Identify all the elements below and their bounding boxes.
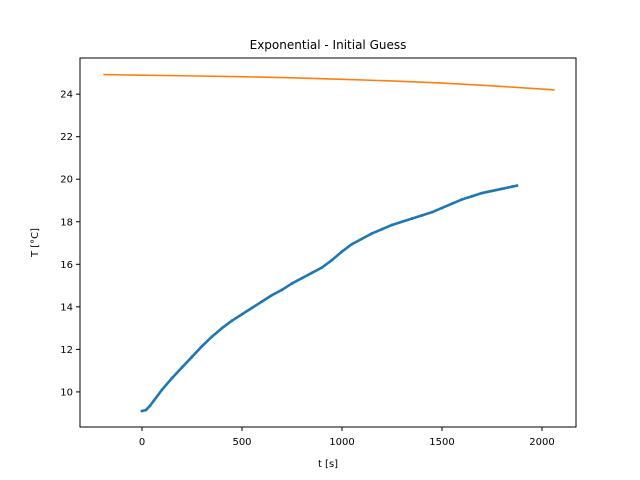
series-1-point	[480, 191, 484, 195]
x-tick-label: 1000	[329, 437, 354, 448]
series-1-point	[320, 266, 324, 269]
series-1-point	[260, 300, 264, 303]
series-1-point	[490, 189, 494, 193]
y-tick-label: 22	[60, 132, 73, 143]
plot-area	[103, 73, 555, 413]
series-1-point	[170, 376, 174, 380]
series-1-point	[230, 319, 234, 323]
series-1-point	[180, 366, 184, 369]
y-tick-label: 20	[60, 175, 73, 186]
series-1-point	[290, 282, 294, 285]
series-1-line	[140, 184, 519, 413]
series-1-point	[300, 276, 304, 280]
y-tick-label: 14	[60, 302, 73, 313]
series-1-point	[250, 306, 254, 310]
series-1-point	[515, 184, 519, 188]
series-1-point	[140, 409, 144, 413]
axis-ticks: 0 500 1000 1500 2000 10 12 14 16 18 20 22 24	[60, 90, 554, 448]
series-1-point	[330, 258, 334, 262]
series-1-point	[340, 250, 344, 253]
series-1-point	[210, 335, 214, 339]
series-1-point	[270, 293, 274, 297]
y-axis-label: T [°C]	[30, 228, 41, 258]
series-1-point	[380, 227, 384, 231]
series-1-point	[152, 399, 156, 402]
series-1-point	[510, 185, 514, 189]
series-1-point	[370, 232, 374, 235]
series-1-point	[148, 404, 152, 408]
series-1-point	[220, 326, 224, 330]
series-1-point	[430, 210, 434, 214]
y-tick-label: 16	[60, 260, 73, 271]
chart-title: Exponential - Initial Guess	[250, 38, 407, 52]
series-1-point	[410, 217, 414, 220]
series-1-point	[440, 206, 444, 210]
series-1-point	[200, 344, 204, 348]
series-1-point	[450, 202, 454, 206]
plot-frame	[79, 57, 577, 428]
series-1-point	[156, 393, 160, 397]
series-1-point	[190, 355, 194, 359]
x-tick-label: 500	[232, 437, 251, 448]
series-1-point	[144, 408, 148, 412]
series-1-point	[160, 388, 164, 392]
x-tick-label: 0	[139, 437, 145, 448]
series-1-point	[470, 194, 474, 198]
series-1-point	[460, 198, 464, 201]
series-1-point	[400, 220, 404, 224]
y-tick-label: 24	[60, 90, 73, 101]
series-1-point	[390, 223, 394, 227]
series-1-point	[420, 213, 424, 217]
y-tick-label: 18	[60, 217, 73, 228]
series-1-point	[500, 187, 504, 191]
series-1-point	[280, 288, 284, 292]
x-tick-label: 2000	[529, 437, 554, 448]
y-tick-label: 12	[60, 345, 73, 356]
x-tick-label: 1500	[429, 437, 454, 448]
y-tick-label: 10	[60, 387, 73, 398]
series-1-point	[310, 271, 314, 275]
series-1-point	[240, 312, 244, 316]
series-2-line	[103, 73, 555, 91]
series-1-point	[350, 242, 354, 246]
series-1-point	[360, 237, 364, 241]
x-axis-label: t [s]	[318, 459, 338, 470]
